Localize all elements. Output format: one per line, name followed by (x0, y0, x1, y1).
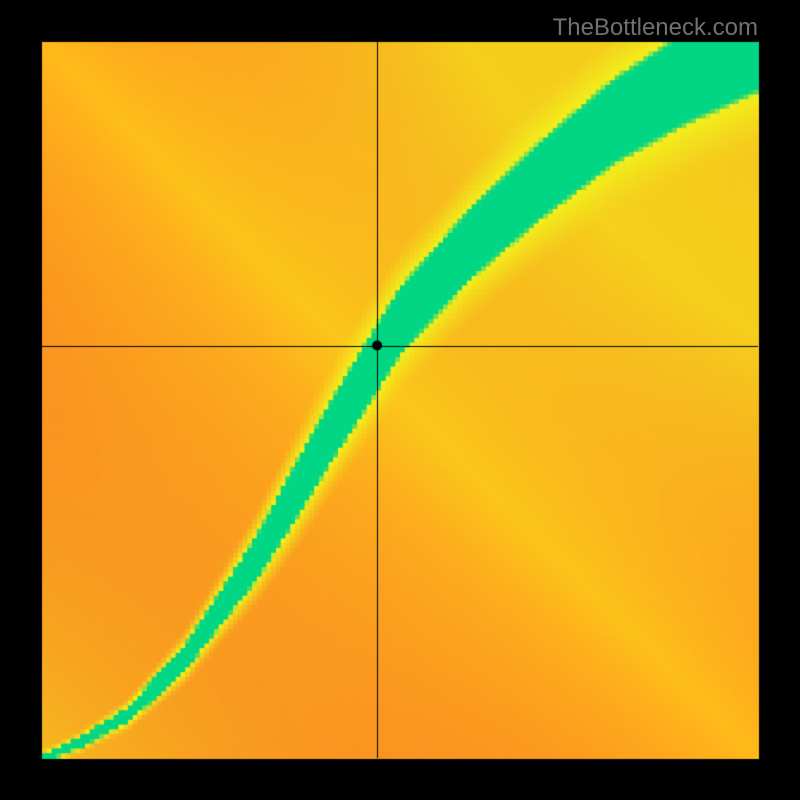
bottleneck-heatmap (0, 0, 800, 800)
chart-stage: TheBottleneck.com (0, 0, 800, 800)
watermark-text: TheBottleneck.com (553, 14, 758, 42)
